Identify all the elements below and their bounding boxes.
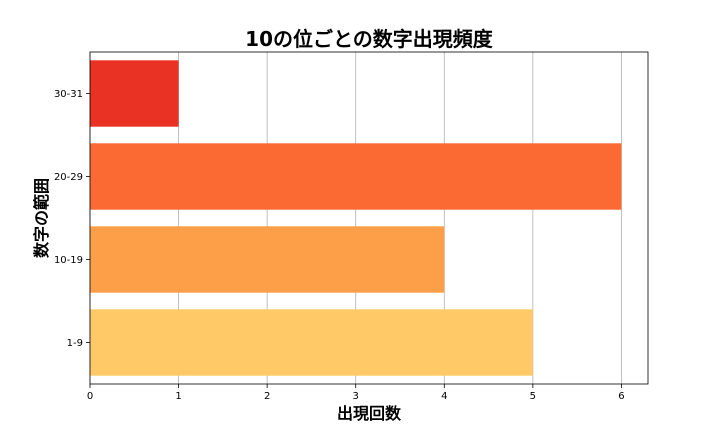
x-tick-label: 6 bbox=[618, 391, 624, 402]
y-axis-ticks: 1-9 10-19 20-29 30-31 bbox=[54, 89, 90, 349]
y-tick-label: 10-19 bbox=[54, 255, 83, 266]
x-tick-label: 2 bbox=[264, 391, 270, 402]
x-axis-title: 出現回数 bbox=[337, 404, 402, 423]
chart-title: 10の位ごとの数字出現頻度 bbox=[245, 27, 494, 51]
y-axis-title: 数字の範囲 bbox=[32, 178, 51, 258]
x-tick-label: 3 bbox=[353, 391, 359, 402]
bar-1-9 bbox=[90, 309, 533, 376]
x-tick-label: 4 bbox=[441, 391, 447, 402]
bar-30-31 bbox=[90, 60, 179, 127]
x-tick-label: 5 bbox=[530, 391, 536, 402]
plot-frame bbox=[89, 51, 649, 385]
y-tick-label: 30-31 bbox=[54, 89, 83, 100]
x-tick-label: 0 bbox=[87, 391, 93, 402]
y-tick-label: 1-9 bbox=[67, 338, 83, 349]
bar-20-29 bbox=[90, 143, 622, 210]
bars bbox=[90, 60, 622, 376]
x-tick-label: 1 bbox=[175, 391, 181, 402]
y-tick-label: 20-29 bbox=[54, 172, 83, 183]
bar-10-19 bbox=[90, 226, 445, 293]
x-axis-ticks: 0 1 2 3 4 5 6 bbox=[87, 384, 625, 402]
